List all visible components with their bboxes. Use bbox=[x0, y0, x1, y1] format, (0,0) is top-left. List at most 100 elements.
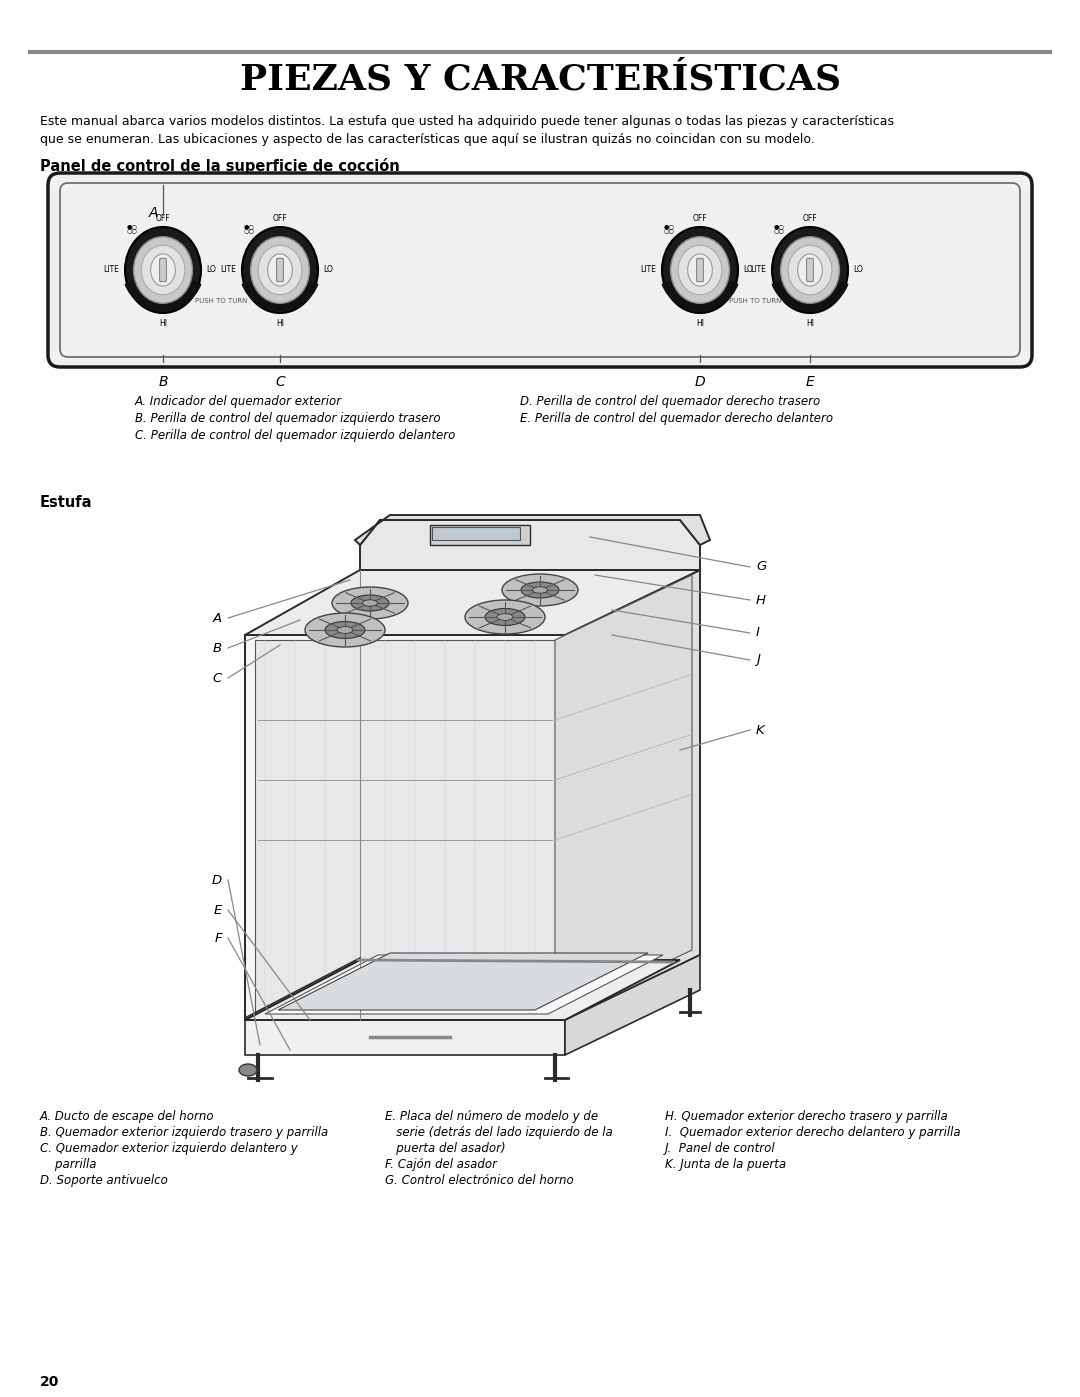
Polygon shape bbox=[360, 520, 700, 570]
Text: D. Soporte antivuelco: D. Soporte antivuelco bbox=[40, 1173, 167, 1187]
Polygon shape bbox=[255, 640, 555, 1016]
Ellipse shape bbox=[485, 609, 525, 626]
Ellipse shape bbox=[662, 226, 738, 313]
Text: D: D bbox=[212, 873, 222, 887]
Ellipse shape bbox=[268, 254, 293, 286]
Text: LO: LO bbox=[744, 265, 754, 274]
Text: C. Perilla de control del quemador izquierdo delantero: C. Perilla de control del quemador izqui… bbox=[135, 429, 456, 441]
Ellipse shape bbox=[239, 1065, 257, 1076]
Ellipse shape bbox=[532, 587, 548, 594]
Text: F: F bbox=[214, 932, 222, 944]
Ellipse shape bbox=[305, 613, 384, 647]
Ellipse shape bbox=[251, 236, 310, 303]
Ellipse shape bbox=[772, 226, 848, 313]
Text: K: K bbox=[756, 724, 765, 736]
Text: OFF: OFF bbox=[802, 214, 818, 222]
Text: LO: LO bbox=[853, 265, 864, 274]
Text: H. Quemador exterior derecho trasero y parrilla: H. Quemador exterior derecho trasero y p… bbox=[665, 1111, 948, 1123]
Text: E. Perilla de control del quemador derecho delantero: E. Perilla de control del quemador derec… bbox=[519, 412, 833, 425]
Polygon shape bbox=[355, 515, 710, 545]
Polygon shape bbox=[278, 953, 648, 1010]
Text: H: H bbox=[756, 594, 766, 606]
Text: OFF: OFF bbox=[272, 214, 287, 222]
Text: HI: HI bbox=[159, 320, 167, 328]
Text: PUSH TO TURN: PUSH TO TURN bbox=[729, 298, 781, 305]
Text: HI: HI bbox=[696, 320, 704, 328]
Text: J: J bbox=[756, 654, 760, 666]
Text: serie (detrás del lado izquierdo de la: serie (detrás del lado izquierdo de la bbox=[384, 1126, 612, 1139]
Text: que se enumeran. Las ubicaciones y aspecto de las características que aquí se il: que se enumeran. Las ubicaciones y aspec… bbox=[40, 133, 814, 147]
Ellipse shape bbox=[781, 236, 839, 303]
Text: Este manual abarca varios modelos distintos. La estufa que usted ha adquirido pu: Este manual abarca varios modelos distin… bbox=[40, 115, 894, 129]
Ellipse shape bbox=[337, 627, 353, 633]
Text: PUSH TO TURN: PUSH TO TURN bbox=[194, 298, 247, 305]
Text: K. Junta de la puerta: K. Junta de la puerta bbox=[665, 1158, 786, 1171]
Polygon shape bbox=[555, 576, 692, 1016]
Polygon shape bbox=[565, 956, 700, 1055]
Text: C. Quemador exterior izquierdo delantero y: C. Quemador exterior izquierdo delantero… bbox=[40, 1141, 298, 1155]
Polygon shape bbox=[565, 570, 700, 1020]
Polygon shape bbox=[432, 527, 519, 541]
Ellipse shape bbox=[671, 236, 729, 303]
Text: G: G bbox=[756, 560, 766, 574]
Ellipse shape bbox=[332, 587, 408, 619]
Ellipse shape bbox=[134, 236, 192, 303]
Text: HI: HI bbox=[276, 320, 284, 328]
Ellipse shape bbox=[688, 254, 713, 286]
FancyBboxPatch shape bbox=[160, 258, 166, 282]
Text: A: A bbox=[148, 205, 158, 219]
Polygon shape bbox=[245, 1020, 565, 1055]
Ellipse shape bbox=[351, 595, 389, 610]
Ellipse shape bbox=[502, 574, 578, 606]
Text: LITE: LITE bbox=[220, 265, 237, 274]
FancyBboxPatch shape bbox=[807, 258, 813, 282]
Text: A: A bbox=[213, 612, 222, 624]
Text: G. Control electrónico del horno: G. Control electrónico del horno bbox=[384, 1173, 573, 1187]
Text: LITE: LITE bbox=[640, 265, 657, 274]
Text: OFF: OFF bbox=[692, 214, 707, 222]
Wedge shape bbox=[661, 281, 739, 312]
Ellipse shape bbox=[125, 226, 201, 313]
Text: ●○
○○: ●○ ○○ bbox=[664, 225, 675, 233]
Text: OFF: OFF bbox=[156, 214, 171, 222]
Text: PIEZAS Y CARACTERÍSTICAS: PIEZAS Y CARACTERÍSTICAS bbox=[240, 61, 840, 96]
Ellipse shape bbox=[325, 622, 365, 638]
Text: B: B bbox=[213, 641, 222, 655]
FancyBboxPatch shape bbox=[697, 258, 703, 282]
FancyBboxPatch shape bbox=[276, 258, 283, 282]
Ellipse shape bbox=[788, 246, 832, 295]
Ellipse shape bbox=[141, 246, 185, 295]
Text: E: E bbox=[806, 374, 814, 388]
Text: J.  Panel de control: J. Panel de control bbox=[665, 1141, 775, 1155]
Polygon shape bbox=[265, 956, 663, 1014]
Text: F. Cajón del asador: F. Cajón del asador bbox=[384, 1158, 497, 1171]
Text: ●○
○○: ●○ ○○ bbox=[127, 225, 138, 233]
Ellipse shape bbox=[363, 599, 378, 606]
Text: ●○
○○: ●○ ○○ bbox=[244, 225, 255, 233]
Wedge shape bbox=[242, 281, 319, 312]
Text: D: D bbox=[694, 374, 705, 388]
Text: LITE: LITE bbox=[104, 265, 119, 274]
FancyBboxPatch shape bbox=[48, 173, 1032, 367]
Text: B. Perilla de control del quemador izquierdo trasero: B. Perilla de control del quemador izqui… bbox=[135, 412, 441, 425]
Text: B. Quemador exterior izquierdo trasero y parrilla: B. Quemador exterior izquierdo trasero y… bbox=[40, 1126, 328, 1139]
Wedge shape bbox=[771, 281, 849, 312]
Text: LO: LO bbox=[324, 265, 334, 274]
Text: I.  Quemador exterior derecho delantero y parrilla: I. Quemador exterior derecho delantero y… bbox=[665, 1126, 960, 1139]
Text: B: B bbox=[159, 374, 167, 388]
Ellipse shape bbox=[497, 613, 513, 620]
Text: C: C bbox=[213, 672, 222, 685]
Ellipse shape bbox=[678, 246, 721, 295]
Text: LITE: LITE bbox=[751, 265, 767, 274]
Text: D. Perilla de control del quemador derecho trasero: D. Perilla de control del quemador derec… bbox=[519, 395, 820, 408]
Polygon shape bbox=[245, 570, 700, 636]
Text: puerta del asador): puerta del asador) bbox=[384, 1141, 505, 1155]
Text: C: C bbox=[275, 374, 285, 388]
Text: E: E bbox=[214, 904, 222, 916]
Polygon shape bbox=[245, 636, 565, 1020]
Polygon shape bbox=[430, 525, 530, 545]
Text: HI: HI bbox=[806, 320, 814, 328]
Text: A. Indicador del quemador exterior: A. Indicador del quemador exterior bbox=[135, 395, 342, 408]
Text: LO: LO bbox=[206, 265, 217, 274]
Text: E. Placa del número de modelo y de: E. Placa del número de modelo y de bbox=[384, 1111, 598, 1123]
